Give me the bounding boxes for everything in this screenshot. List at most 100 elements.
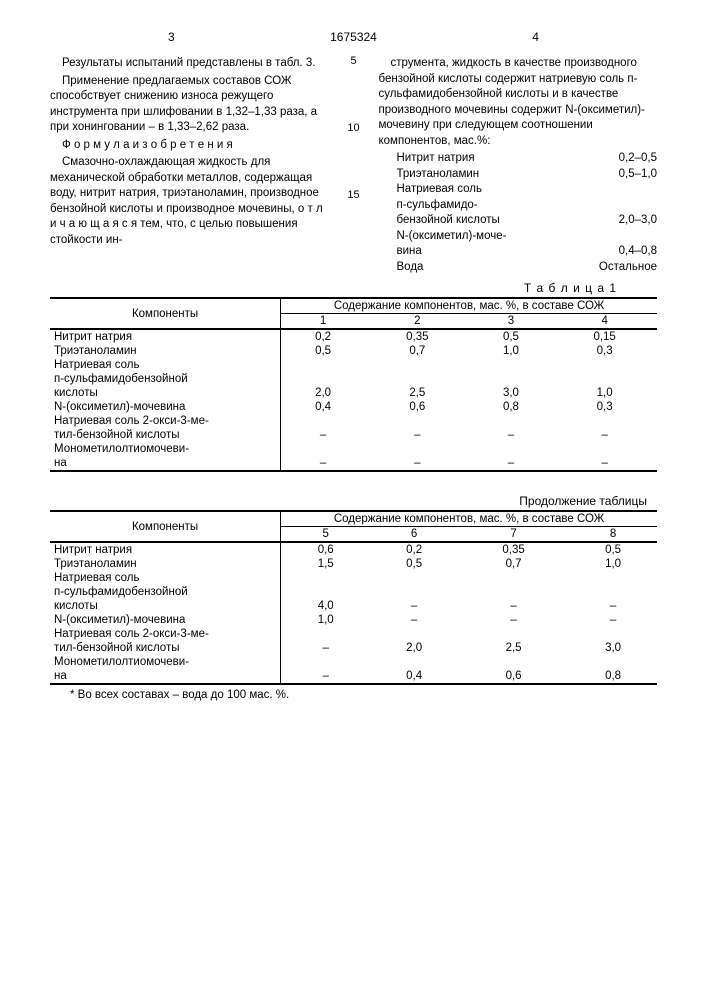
cell-value	[470, 442, 553, 456]
cell-component: Монометилолтиомочеви-	[50, 442, 281, 456]
cell-component: на	[50, 669, 281, 684]
cell-value: 1,0	[470, 344, 553, 358]
cell-component: N-(оксиметил)-мочевина	[50, 400, 281, 414]
lineno: 5	[347, 54, 361, 69]
comp-val: 0,5–1,0	[619, 167, 657, 183]
cell-value: 2,5	[458, 641, 569, 655]
cell-value: 0,6	[458, 669, 569, 684]
table1: Компоненты Содержание компонентов, мас. …	[50, 297, 657, 472]
cell-component: на	[50, 456, 281, 471]
cell-value	[552, 372, 657, 386]
cell-component: Монометилолтиомочеви-	[50, 655, 281, 669]
cell-component: Натриевая соль	[50, 571, 281, 585]
cell-value: –	[552, 456, 657, 471]
cell-value: 0,4	[281, 400, 365, 414]
cell-value	[281, 372, 365, 386]
cell-value	[458, 585, 569, 599]
cell-value: 1,0	[281, 613, 371, 627]
th-components: Компоненты	[50, 511, 281, 542]
comp-name: Нитрит натрия	[379, 151, 475, 167]
cell-component: Триэтаноламин	[50, 344, 281, 358]
comp-val: 0,2–0,5	[619, 151, 657, 167]
line-numbers: 5 10 15	[347, 54, 361, 275]
cell-component: п-сульфамидобензойной	[50, 372, 281, 386]
cell-value	[365, 414, 470, 428]
right-column: струмента, жидкость в качестве производн…	[379, 54, 658, 275]
cell-value	[370, 655, 458, 669]
para: Смазочно-охлаждающая жидкость для механи…	[50, 155, 329, 248]
page-right: 4	[414, 30, 657, 44]
cell-value: 0,5	[370, 557, 458, 571]
cell-component: Нитрит натрия	[50, 542, 281, 557]
cell-value: –	[370, 613, 458, 627]
comp-name: вина	[379, 244, 422, 260]
th-num: 8	[569, 527, 657, 543]
doc-number: 1675324	[293, 30, 414, 44]
cell-value	[281, 442, 365, 456]
page-left: 3	[50, 30, 293, 44]
cell-value	[470, 372, 553, 386]
cell-value	[281, 585, 371, 599]
cell-value	[370, 585, 458, 599]
cell-value: –	[458, 613, 569, 627]
cell-value	[552, 442, 657, 456]
cell-value: –	[365, 428, 470, 442]
cell-component: Натриевая соль 2-окси-3-ме-	[50, 414, 281, 428]
cell-value: 1,5	[281, 557, 371, 571]
cell-value: 0,35	[458, 542, 569, 557]
footnote: * Во всех составах – вода до 100 мас. %.	[70, 689, 657, 701]
cell-component: кислоты	[50, 599, 281, 613]
cell-value	[370, 571, 458, 585]
cell-value: –	[552, 428, 657, 442]
cell-value: 0,2	[370, 542, 458, 557]
cell-value	[470, 414, 553, 428]
cell-value: 0,5	[281, 344, 365, 358]
para: Применение предлагаемых составов СОЖ спо…	[50, 74, 329, 136]
th-num: 6	[370, 527, 458, 543]
comp-val: 2,0–3,0	[619, 213, 657, 229]
body-columns: Результаты испытаний представлены в табл…	[50, 54, 657, 275]
component-list: Нитрит натрия 0,2–0,5 Триэтаноламин 0,5–1,…	[379, 151, 658, 275]
cell-value	[458, 571, 569, 585]
th-span: Содержание компонентов, мас. %, в состав…	[281, 511, 657, 527]
lineno: 15	[347, 188, 361, 203]
cell-value	[552, 414, 657, 428]
cell-value: 0,35	[365, 329, 470, 344]
cell-component: п-сульфамидобензойной	[50, 585, 281, 599]
cell-value	[552, 358, 657, 372]
cell-value: –	[370, 599, 458, 613]
cell-value	[569, 627, 657, 641]
formula-heading: Ф о р м у л а и з о б р е т е н и я	[50, 138, 329, 154]
comp-name: Триэтаноламин	[379, 167, 480, 183]
th-span: Содержание компонентов, мас. %, в состав…	[281, 298, 657, 314]
cell-value	[458, 627, 569, 641]
cell-value	[281, 358, 365, 372]
comp-name: Вода	[379, 260, 424, 276]
cell-value: 0,3	[552, 400, 657, 414]
cell-component: Триэтаноламин	[50, 557, 281, 571]
cell-value	[569, 585, 657, 599]
page-header: 3 1675324 4	[50, 30, 657, 44]
cell-value	[365, 358, 470, 372]
cell-component: N-(оксиметил)-мочевина	[50, 613, 281, 627]
comp-val: Остальное	[599, 260, 657, 276]
cell-component: кислоты	[50, 386, 281, 400]
cell-value: 0,5	[470, 329, 553, 344]
cell-value: 0,6	[365, 400, 470, 414]
comp-name: бензойной кислоты	[379, 213, 500, 229]
cell-value	[365, 372, 470, 386]
cell-value: –	[470, 428, 553, 442]
th-num: 3	[470, 314, 553, 330]
cell-component: Натриевая соль 2-окси-3-ме-	[50, 627, 281, 641]
para: струмента, жидкость в качестве производн…	[379, 56, 658, 149]
cell-value: –	[281, 641, 371, 655]
cell-value: 0,4	[370, 669, 458, 684]
comp-name: N-(оксиметил)-моче-	[379, 229, 507, 245]
cell-value: 0,5	[569, 542, 657, 557]
comp-name: Натриевая соль	[379, 182, 482, 198]
cell-component: тил-бензойной кислоты	[50, 428, 281, 442]
cell-value	[281, 414, 365, 428]
cell-value: –	[470, 456, 553, 471]
table-continuation: Продолжение таблицы	[50, 494, 647, 508]
cell-value	[281, 571, 371, 585]
